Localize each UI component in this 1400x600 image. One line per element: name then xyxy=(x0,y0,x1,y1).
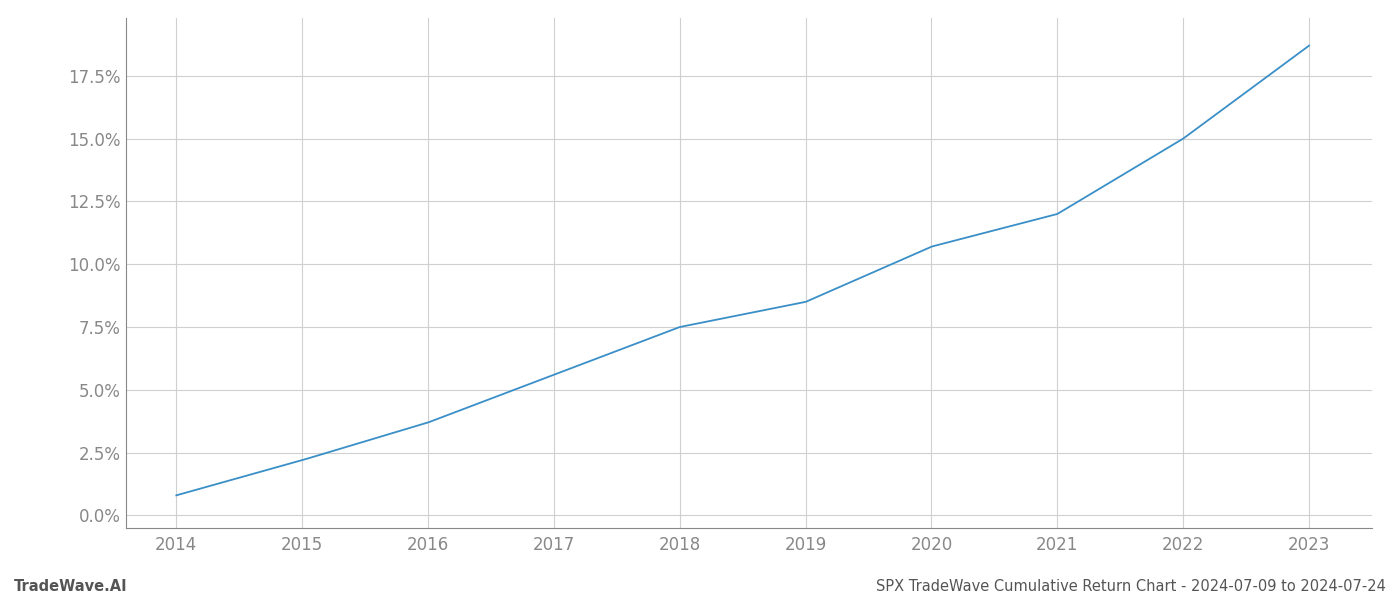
Text: TradeWave.AI: TradeWave.AI xyxy=(14,579,127,594)
Text: SPX TradeWave Cumulative Return Chart - 2024-07-09 to 2024-07-24: SPX TradeWave Cumulative Return Chart - … xyxy=(876,579,1386,594)
